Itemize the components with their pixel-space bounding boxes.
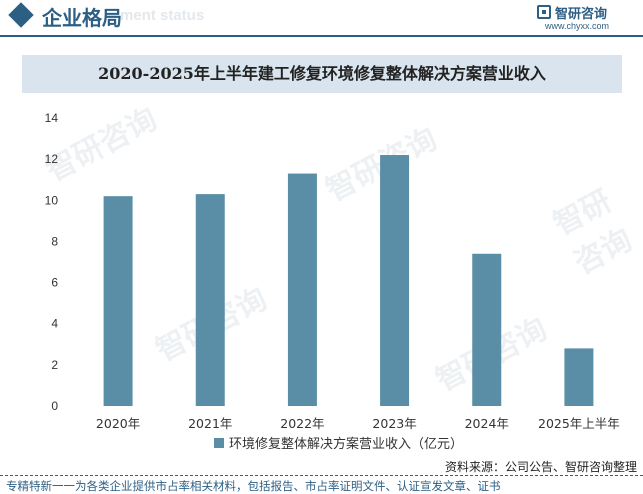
x-tick-label: 2023年 [372, 416, 416, 431]
diamond-icon [8, 2, 34, 28]
y-tick-label: 6 [51, 276, 58, 290]
section-title: 企业格局 [42, 6, 122, 30]
logo-name: 智研咨询 [555, 7, 608, 22]
bar-chart: 0 2 4 6 8 10 12 14 2020年 2021年 2022年 2023年 2024年 2025… [45, 111, 620, 452]
x-tick-label: 2024年 [465, 416, 509, 431]
header-watermark-text: ment status [120, 7, 205, 24]
logo-url: www.chyxx.com [545, 21, 610, 31]
y-tick-label: 14 [45, 111, 59, 125]
footer-divider [0, 475, 643, 476]
x-tick-label: 2025年上半年 [538, 416, 620, 431]
legend-swatch [214, 438, 224, 448]
y-tick-label: 2 [51, 358, 58, 372]
header-divider [0, 35, 643, 37]
chart-title-banner: 2020-2025年上半年建工修复环境修复整体解决方案营业收入 [22, 55, 622, 93]
page-header: 企业格局 ment status 智研咨询 www.chyxx.com [0, 0, 643, 37]
y-tick-label: 4 [51, 317, 58, 331]
brand-logo: 智研咨询 www.chyxx.com [537, 3, 633, 33]
bar [380, 155, 410, 406]
footer-note: 专精特新一一为各类企业提供市占率相关材料，包括报告、市占率证明文件、认证宣发文章… [6, 479, 501, 493]
x-tick-label: 2020年 [96, 416, 140, 431]
y-tick-label: 10 [45, 193, 59, 207]
x-tick-label: 2021年 [188, 416, 232, 431]
x-tick-label: 2022年 [280, 416, 324, 431]
bar [103, 196, 133, 406]
bar [195, 194, 225, 406]
logo-mark-icon [537, 5, 551, 19]
y-tick-label: 12 [45, 152, 59, 166]
y-tick-label: 0 [51, 399, 58, 413]
legend-label: 环境修复整体解决方案营业收入（亿元） [229, 436, 463, 452]
source-note: 资料来源：公司公告、智研咨询整理 [444, 460, 637, 474]
y-tick-label: 8 [51, 234, 58, 248]
bar [472, 253, 502, 406]
bar [564, 348, 594, 406]
chart-title: 2020-2025年上半年建工修复环境修复整体解决方案营业收入 [98, 64, 546, 83]
bar [287, 173, 317, 406]
